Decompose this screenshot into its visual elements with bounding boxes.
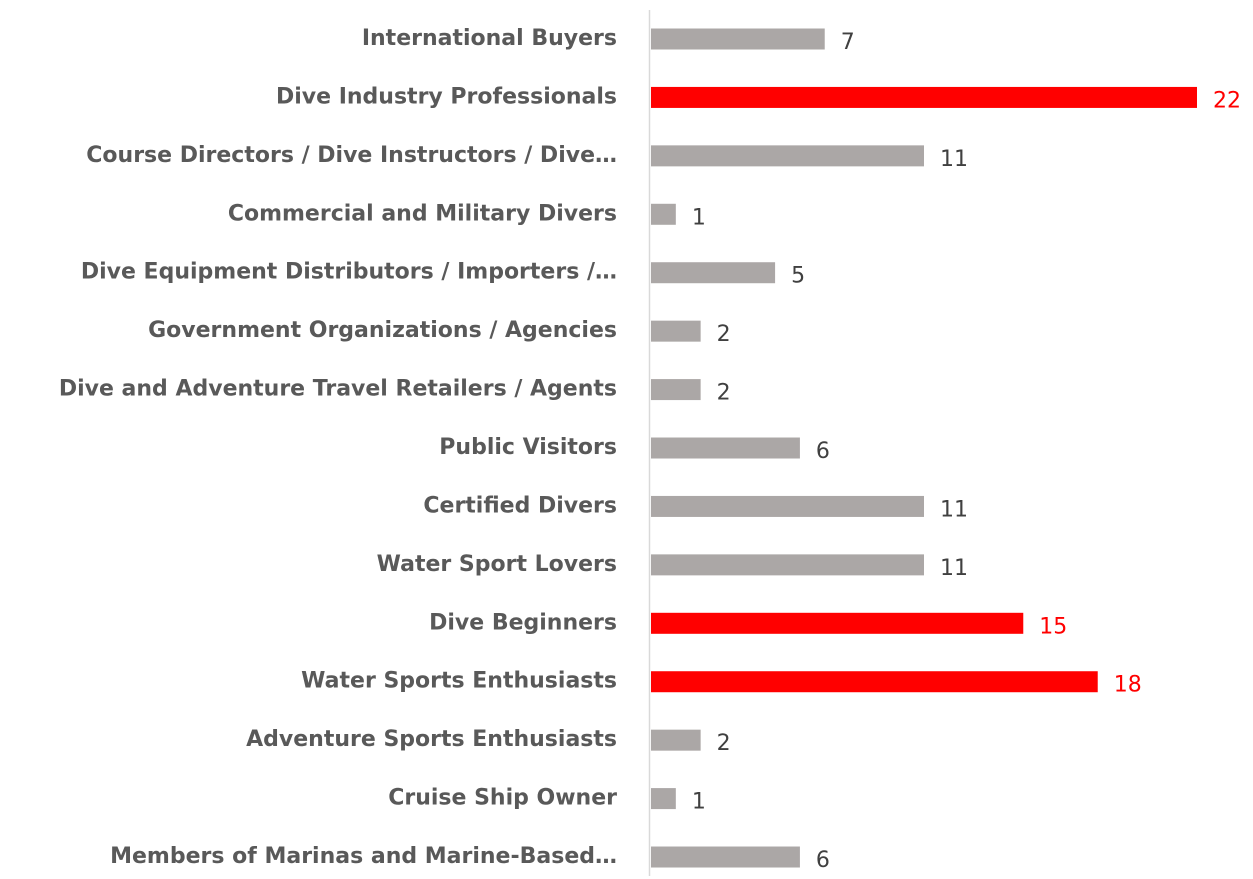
category-label: Certified Divers [423,493,617,518]
category-label: Dive and Adventure Travel Retailers / Ag… [59,377,617,402]
category-label: Commercial and Military Divers [228,201,617,226]
category-label: Dive Beginners [429,610,617,635]
category-label: Government Organizations / Agencies [148,318,617,343]
bar [651,612,1024,634]
category-label: Public Visitors [439,435,617,460]
bar [651,846,800,868]
value-label: 11 [940,556,968,581]
category-label: Dive Equipment Distributors / Importers … [81,260,617,285]
category-label: Members of Marinas and Marine-Based… [110,844,617,869]
value-label: 11 [940,147,968,172]
category-label: Course Directors / Dive Instructors / Di… [86,143,617,168]
category-label: Adventure Sports Enthusiasts [246,727,617,752]
bar [651,671,1098,693]
bar [651,379,701,401]
bar [651,145,924,167]
bar [651,203,676,225]
value-label: 7 [841,30,855,55]
value-label: 6 [816,439,830,464]
value-label: 2 [717,381,731,406]
value-label: 5 [791,264,805,289]
value-label: 1 [692,205,706,230]
bar [651,28,825,50]
bar [651,437,800,459]
value-label: 6 [816,848,830,873]
bar [651,262,776,284]
value-label: 2 [717,322,731,347]
value-label: 15 [1039,614,1067,639]
category-label: Water Sport Lovers [377,552,617,577]
value-label: 11 [940,497,968,522]
bar [651,729,701,751]
bar [651,320,701,342]
category-label: Cruise Ship Owner [388,786,617,811]
bar [651,495,924,517]
category-label: Dive Industry Professionals [276,84,617,109]
bar [651,788,676,810]
bar [651,554,924,576]
value-label: 2 [717,731,731,756]
value-label: 1 [692,790,706,815]
value-label: 18 [1114,673,1142,698]
category-label: International Buyers [362,26,617,51]
value-label: 22 [1213,88,1241,113]
category-label: Water Sports Enthusiasts [301,669,617,694]
bar [651,86,1197,108]
